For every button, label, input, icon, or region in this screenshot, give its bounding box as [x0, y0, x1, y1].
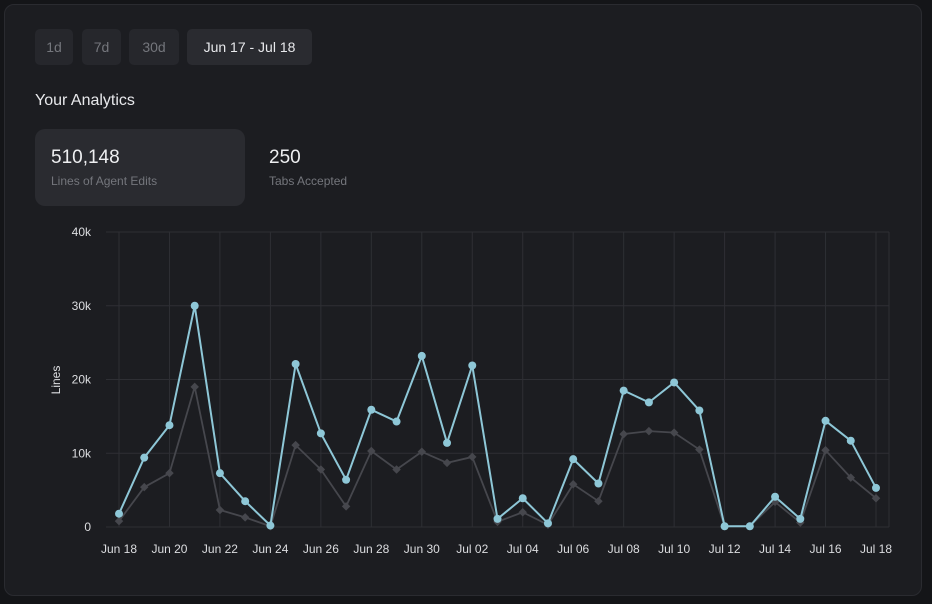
data-point[interactable]: [796, 514, 805, 523]
data-point[interactable]: [215, 469, 224, 478]
data-point[interactable]: [291, 360, 300, 369]
data-point[interactable]: [266, 521, 275, 530]
data-point[interactable]: [367, 446, 376, 456]
data-point[interactable]: [115, 509, 123, 518]
stat-card-1[interactable]: 250 Tabs Accepted: [253, 129, 403, 206]
stat-label: Tabs Accepted: [269, 174, 348, 188]
y-tick-label: 20k: [72, 373, 92, 387]
data-point[interactable]: [241, 497, 250, 506]
range-button-1[interactable]: 7d: [82, 29, 121, 65]
data-point[interactable]: [846, 473, 856, 482]
series-line: [118, 304, 877, 528]
data-point[interactable]: [669, 428, 679, 437]
stat-value: 510,148: [51, 147, 120, 168]
data-point[interactable]: [417, 447, 427, 457]
data-point[interactable]: [644, 426, 654, 436]
x-tick-label: Jul 04: [507, 542, 539, 556]
data-point[interactable]: [165, 421, 174, 430]
x-tick-label: Jul 02: [456, 542, 488, 556]
page-title: Your Analytics: [35, 92, 135, 109]
data-point[interactable]: [443, 438, 452, 447]
y-tick-label: 40k: [72, 225, 92, 239]
y-axis-label: Lines: [49, 366, 63, 395]
data-point[interactable]: [568, 479, 578, 489]
data-point[interactable]: [619, 429, 628, 439]
data-point[interactable]: [316, 465, 326, 474]
data-point[interactable]: [417, 351, 426, 360]
y-tick-label: 10k: [72, 446, 92, 460]
data-point[interactable]: [341, 502, 351, 511]
data-point[interactable]: [594, 496, 603, 506]
x-tick-label: Jun 28: [353, 542, 389, 556]
data-point[interactable]: [165, 468, 174, 478]
x-tick-label: Jun 20: [151, 542, 187, 556]
range-button-3[interactable]: Jun 17 - Jul 18: [187, 29, 312, 65]
data-point[interactable]: [139, 482, 149, 492]
x-tick-label: Jul 10: [658, 542, 690, 556]
y-tick-label: 30k: [72, 299, 92, 313]
x-tick-label: Jun 26: [303, 542, 339, 556]
stat-label: Lines of Agent Edits: [51, 174, 158, 188]
x-axis-ticks: Jun 18 Jun 20 Jun 22 Jun 24 Jun 26 Jun 28 Jun …: [101, 542, 892, 556]
data-point[interactable]: [367, 405, 376, 414]
x-tick-label: Jul 08: [608, 542, 640, 556]
data-point[interactable]: [670, 378, 679, 387]
data-point[interactable]: [543, 519, 552, 528]
x-tick-label: Jul 12: [709, 542, 741, 556]
data-point[interactable]: [695, 406, 704, 415]
data-point[interactable]: [871, 493, 881, 503]
series-line: [118, 385, 877, 528]
data-point[interactable]: [821, 446, 830, 455]
data-point[interactable]: [468, 452, 477, 462]
data-point[interactable]: [240, 513, 250, 522]
x-tick-label: Jun 24: [252, 542, 288, 556]
data-point[interactable]: [619, 386, 628, 395]
x-tick-label: Jun 22: [202, 542, 238, 556]
data-point[interactable]: [342, 475, 351, 484]
data-point[interactable]: [720, 522, 729, 531]
x-tick-label: Jul 06: [557, 542, 589, 556]
data-point[interactable]: [215, 505, 225, 515]
data-point[interactable]: [846, 436, 855, 445]
data-point[interactable]: [821, 416, 830, 425]
data-point[interactable]: [392, 465, 401, 474]
y-axis-ticks: 0 10k 20k 30k 40k: [72, 225, 92, 534]
data-point[interactable]: [771, 492, 780, 501]
series-0: [115, 301, 880, 531]
x-tick-label: Jun 18: [101, 542, 137, 556]
chart-grid: [106, 231, 890, 528]
data-point[interactable]: [392, 417, 401, 426]
data-point[interactable]: [140, 453, 149, 462]
range-button-0[interactable]: 1d: [35, 29, 73, 65]
data-point[interactable]: [872, 483, 880, 492]
data-point[interactable]: [291, 440, 300, 450]
data-point[interactable]: [644, 398, 653, 407]
x-tick-label: Jul 14: [759, 542, 791, 556]
y-tick-label: 0: [84, 520, 91, 534]
x-tick-label: Jul 16: [810, 542, 842, 556]
data-point[interactable]: [518, 494, 527, 503]
data-point[interactable]: [695, 445, 704, 454]
x-tick-label: Jul 18: [860, 542, 892, 556]
stat-value: 250: [269, 147, 301, 168]
x-tick-label: Jun 30: [404, 542, 440, 556]
data-point[interactable]: [190, 382, 199, 392]
data-point[interactable]: [442, 458, 452, 468]
data-point[interactable]: [190, 301, 199, 310]
data-point[interactable]: [745, 522, 754, 531]
stat-card-0[interactable]: 510,148 Lines of Agent Edits: [35, 129, 245, 206]
chart-series: [114, 301, 881, 531]
data-point[interactable]: [493, 514, 502, 523]
data-point[interactable]: [569, 455, 578, 464]
range-button-2[interactable]: 30d: [129, 29, 179, 65]
data-point[interactable]: [518, 508, 527, 517]
analytics-panel: [4, 4, 922, 596]
data-point[interactable]: [316, 429, 325, 438]
data-point[interactable]: [468, 361, 477, 370]
data-point[interactable]: [594, 479, 603, 488]
